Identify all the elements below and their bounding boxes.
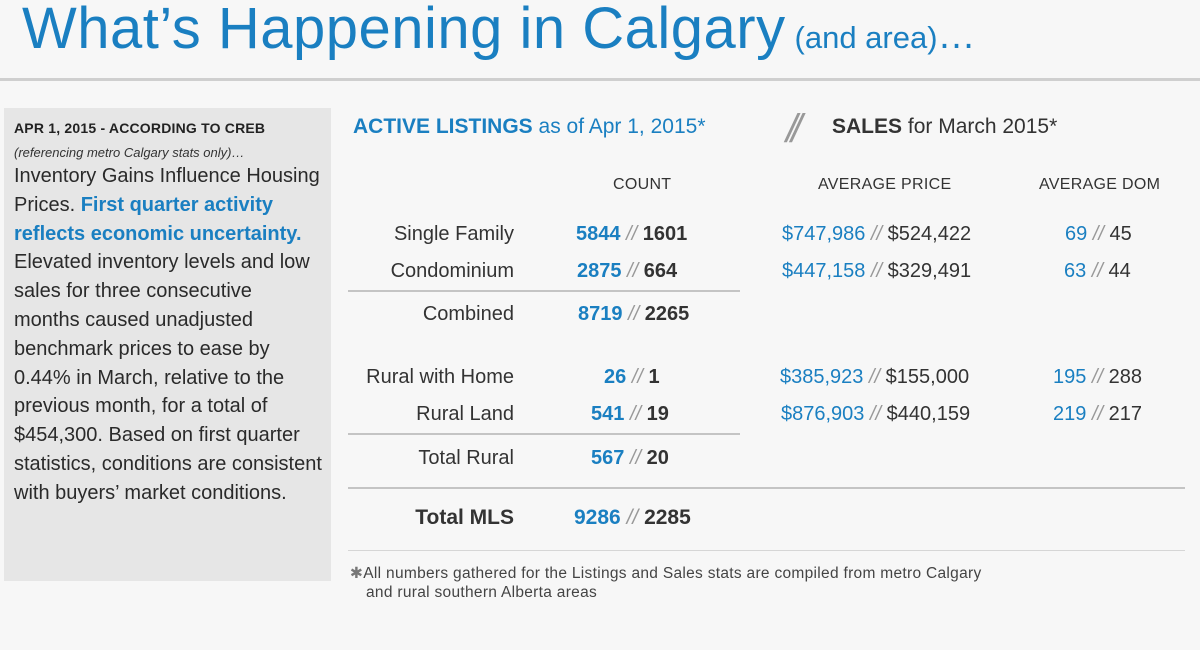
price-sales: $440,159 bbox=[886, 403, 971, 425]
table-row-condominium-dom: 63 // 44 bbox=[1064, 260, 1131, 283]
table-row-total-rural-count: 567 // 20 bbox=[591, 447, 669, 470]
divider: // bbox=[869, 403, 882, 425]
sidebar-headline: Inventory Gains Influence Housing Prices… bbox=[14, 165, 320, 216]
divider: // bbox=[868, 366, 881, 388]
news-sidebar: APR 1, 2015 - ACCORDING TO CREB (referen… bbox=[4, 108, 331, 581]
count-active: 9286 bbox=[574, 506, 621, 529]
title-divider bbox=[0, 78, 1200, 81]
divider: // bbox=[626, 223, 638, 245]
table-row-rural-with-home-count: 26 // 1 bbox=[604, 366, 660, 389]
sales-period: for March 2015* bbox=[907, 115, 1058, 138]
footnote: ✱All numbers gathered for the Listings a… bbox=[350, 564, 982, 602]
count-active: 2875 bbox=[577, 260, 622, 282]
footnote-line-1: ✱All numbers gathered for the Listings a… bbox=[350, 564, 982, 583]
row-label-condominium: Condominium bbox=[390, 260, 514, 282]
row-label-total-mls: Total MLS bbox=[415, 506, 514, 529]
dom-active: 63 bbox=[1064, 260, 1087, 282]
count-sales: 2265 bbox=[644, 303, 690, 325]
page-title-suffix: (and area) bbox=[794, 20, 938, 55]
table-row-rural-land-dom: 219 // 217 bbox=[1053, 403, 1142, 426]
active-listings-date: as of Apr 1, 2015* bbox=[538, 115, 706, 138]
count-sales: 1601 bbox=[642, 223, 688, 245]
count-active: 5844 bbox=[576, 223, 621, 245]
column-header-average-dom: AVERAGE DOM bbox=[1039, 176, 1161, 193]
count-sales: 1 bbox=[648, 366, 660, 388]
asterisk-icon: ✱ bbox=[350, 565, 364, 582]
dom-sales: 45 bbox=[1109, 223, 1132, 245]
active-listings-title: ACTIVE LISTINGS bbox=[353, 115, 533, 138]
row-label-total-rural: Total Rural bbox=[418, 447, 514, 469]
dom-active: 195 bbox=[1053, 366, 1087, 388]
footnote-line-2: and rural southern Alberta areas bbox=[366, 584, 598, 601]
subtotal-rule bbox=[348, 290, 740, 292]
sidebar-date-line: APR 1, 2015 - ACCORDING TO CREB bbox=[14, 120, 266, 136]
sales-title: SALES bbox=[832, 115, 903, 138]
dom-sales: 217 bbox=[1108, 403, 1142, 425]
divider: // bbox=[1092, 223, 1104, 245]
count-active: 26 bbox=[604, 366, 627, 388]
table-row-rural-with-home-price: $385,923 // $155,000 bbox=[780, 366, 969, 389]
table-row-condominium-count: 2875 // 664 bbox=[577, 260, 677, 283]
sidebar-body-text: Elevated inventory levels and low sales … bbox=[14, 251, 322, 504]
sidebar-reference-note: (referencing metro Calgary stats only)… bbox=[14, 145, 245, 160]
divider: // bbox=[870, 223, 883, 245]
divider: // bbox=[627, 260, 639, 282]
rural-subtotal-rule bbox=[348, 433, 740, 435]
table-row-rural-land-count: 541 // 19 bbox=[591, 403, 669, 426]
table-row-rural-land-price: $876,903 // $440,159 bbox=[781, 403, 970, 426]
footnote-text-1: All numbers gathered for the Listings an… bbox=[363, 565, 982, 582]
table-row-single-family-dom: 69 // 45 bbox=[1065, 223, 1132, 246]
table-row-single-family-count: 5844 // 1601 bbox=[576, 223, 687, 246]
divider: // bbox=[1091, 366, 1104, 388]
price-active: $747,986 bbox=[782, 223, 866, 245]
count-sales: 2285 bbox=[644, 506, 691, 529]
price-sales: $329,491 bbox=[887, 260, 972, 282]
divider: // bbox=[628, 303, 640, 325]
count-active: 8719 bbox=[578, 303, 623, 325]
price-active: $876,903 bbox=[781, 403, 865, 425]
dom-active: 219 bbox=[1053, 403, 1087, 425]
dom-sales: 44 bbox=[1108, 260, 1131, 282]
sidebar-body: Inventory Gains Influence Housing Prices… bbox=[14, 162, 323, 508]
page-title-dots: … bbox=[937, 15, 976, 57]
row-label-rural-with-home: Rural with Home bbox=[366, 366, 514, 388]
table-row-total-mls-count: 9286 // 2285 bbox=[574, 506, 691, 530]
divider: // bbox=[629, 447, 642, 469]
divider: // bbox=[626, 506, 639, 529]
price-active: $385,923 bbox=[780, 366, 864, 388]
row-label-combined: Combined bbox=[422, 303, 514, 325]
count-sales: 20 bbox=[646, 447, 669, 469]
sales-header: SALES for March 2015* bbox=[832, 115, 1057, 139]
column-header-count: COUNT bbox=[613, 176, 672, 193]
page-title: What’s Happening in Calgary (and area)… bbox=[22, 0, 976, 58]
divider: // bbox=[629, 403, 642, 425]
count-sales: 19 bbox=[646, 403, 669, 425]
row-label-rural-land: Rural Land bbox=[416, 403, 514, 425]
total-rule bbox=[348, 487, 1185, 489]
active-listings-header: ACTIVE LISTINGS as of Apr 1, 2015* bbox=[353, 115, 706, 139]
sidebar-highlight: First quarter activity reflects economic… bbox=[14, 193, 302, 245]
page-title-main: What’s Happening in Calgary bbox=[22, 0, 786, 61]
table-row-single-family-price: $747,986 // $524,422 bbox=[782, 223, 971, 246]
divider: // bbox=[1091, 260, 1103, 282]
count-active: 541 bbox=[591, 403, 625, 425]
footnote-rule bbox=[348, 550, 1185, 551]
table-row-combined-count: 8719 // 2265 bbox=[578, 303, 689, 326]
dom-active: 69 bbox=[1065, 223, 1088, 245]
divider: // bbox=[870, 260, 883, 282]
count-active: 567 bbox=[591, 447, 625, 469]
column-header-average-price: AVERAGE PRICE bbox=[818, 176, 952, 193]
divider: // bbox=[1091, 403, 1104, 425]
table-row-condominium-price: $447,158 // $329,491 bbox=[782, 260, 971, 283]
count-sales: 664 bbox=[643, 260, 678, 282]
divider: // bbox=[631, 366, 643, 388]
header-separator: // bbox=[786, 107, 802, 151]
dom-sales: 288 bbox=[1108, 366, 1142, 388]
price-sales: $155,000 bbox=[885, 366, 970, 388]
row-label-single-family: Single Family bbox=[393, 223, 514, 245]
table-row-rural-with-home-dom: 195 // 288 bbox=[1053, 366, 1142, 389]
price-sales: $524,422 bbox=[887, 223, 972, 245]
price-active: $447,158 bbox=[782, 260, 866, 282]
